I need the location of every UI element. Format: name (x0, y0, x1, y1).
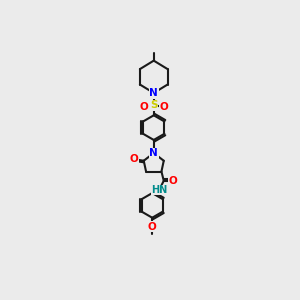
Text: O: O (159, 102, 168, 112)
Text: N: N (149, 148, 158, 158)
Text: O: O (148, 222, 157, 232)
Text: O: O (140, 102, 148, 112)
Text: N: N (149, 88, 158, 98)
Text: O: O (169, 176, 177, 186)
Text: HN: HN (151, 185, 167, 195)
Text: O: O (129, 154, 138, 164)
Text: S: S (150, 100, 158, 110)
